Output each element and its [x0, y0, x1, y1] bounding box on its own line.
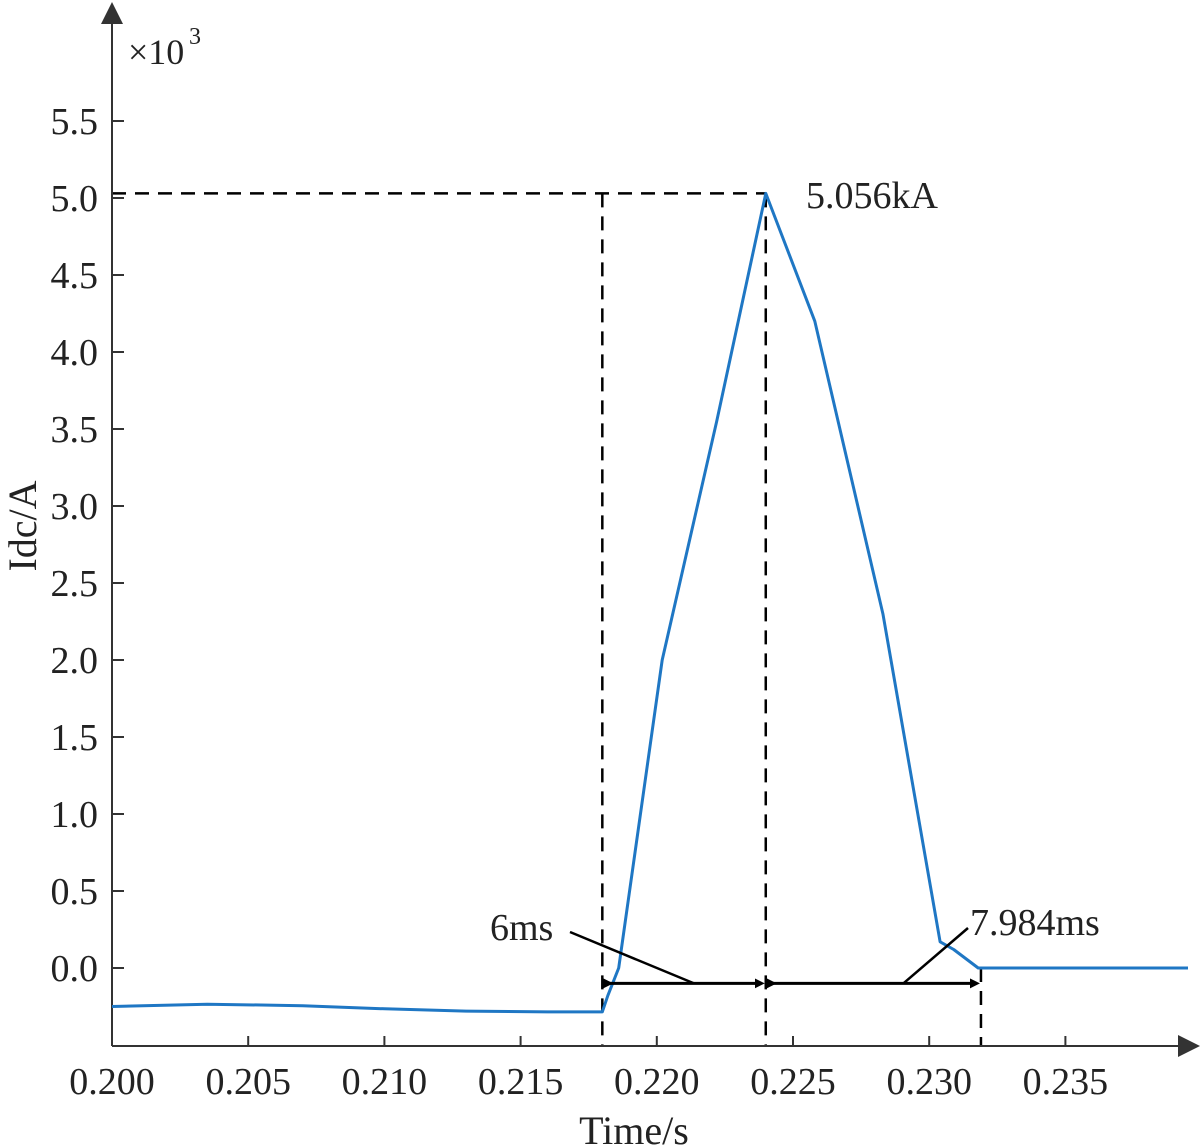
y-tick-label: 5.5 — [51, 101, 99, 143]
x-tick-label: 0.225 — [750, 1061, 836, 1103]
x-tick-label: 0.220 — [614, 1061, 700, 1103]
reference-lines — [112, 192, 983, 1046]
x-tick-label: 0.235 — [1023, 1061, 1109, 1103]
rise-time-label: 6ms — [490, 907, 553, 949]
x-tick-label: 0.210 — [342, 1061, 428, 1103]
series-line — [111, 191, 1188, 1014]
series — [111, 191, 1188, 1014]
rise-leader-line — [569, 930, 695, 985]
y-tick-label: 3.5 — [51, 409, 99, 451]
y-tick-label: 4.0 — [51, 332, 99, 374]
y-tick-label: 1.0 — [51, 794, 99, 836]
axes — [101, 2, 1200, 1057]
y-ticks: 0.0 0.5 1.0 1.5 2.0 2.5 3.0 3.5 4.0 4.5 5.0 5.5 — [51, 101, 124, 990]
fall-leader-line — [902, 927, 969, 985]
x-axis-title: Time/s — [579, 1108, 689, 1146]
y-axis-title: Idc/A — [0, 480, 45, 571]
x-tick-label: 0.230 — [886, 1061, 972, 1103]
y-axis-arrow — [101, 2, 123, 24]
y-tick-label: 4.5 — [51, 255, 99, 297]
y-tick-label: 0.0 — [51, 948, 99, 990]
y-tick-label: 2.5 — [51, 563, 99, 605]
x-tick-label: 0.205 — [205, 1061, 291, 1103]
x-tick-label: 0.200 — [69, 1061, 155, 1103]
y-tick-label: 1.5 — [51, 717, 99, 759]
x-ticks: 0.200 0.205 0.210 0.215 0.220 0.225 0.230 0.235 — [69, 1036, 1108, 1103]
fall-time-label: 7.984ms — [970, 902, 1100, 944]
y-tick-label: 2.0 — [51, 640, 99, 682]
y-multiplier: ×10 — [128, 32, 184, 72]
x-tick-label: 0.215 — [478, 1061, 564, 1103]
y-multiplier-exponent: 3 — [189, 24, 201, 50]
y-tick-label: 5.0 — [51, 178, 99, 220]
x-axis-arrow — [1178, 1035, 1200, 1057]
peak-value-label: 5.056kA — [806, 175, 939, 217]
y-tick-label: 0.5 — [51, 871, 99, 913]
annotations: 6ms 7.984ms 5.056kA — [490, 175, 1100, 989]
y-tick-label: 3.0 — [51, 486, 99, 528]
